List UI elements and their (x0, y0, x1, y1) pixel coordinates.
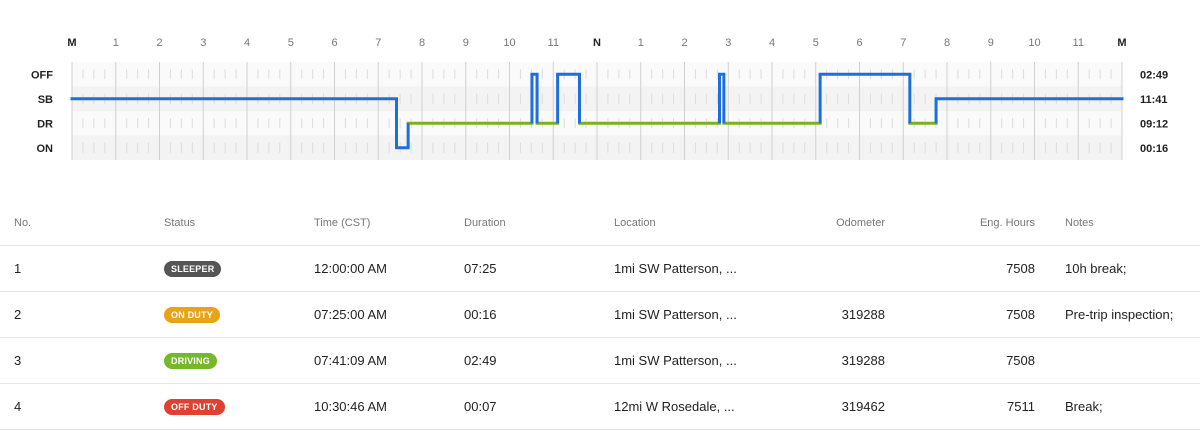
row-odometer: 319288 (841, 307, 885, 322)
status-row-label: DR (37, 118, 53, 130)
row-eng-hours: 7511 (1007, 399, 1035, 414)
hour-label: 11 (548, 37, 559, 49)
hour-label: 11 (1073, 37, 1084, 49)
table-row[interactable]: 3 DRIVING 07:41:09 AM 02:49 1mi SW Patte… (0, 338, 1200, 384)
row-eng-hours: 7508 (1006, 353, 1035, 368)
hour-label: 1 (113, 37, 119, 49)
status-badge: ON DUTY (164, 306, 220, 323)
status-badge: DRIVING (164, 352, 217, 369)
header-eng-hours: Eng. Hours (979, 216, 1035, 229)
row-location[interactable]: 1mi SW Patterson, ... (614, 307, 737, 322)
row-duration: 00:07 (464, 399, 497, 414)
row-no: 1 (14, 261, 22, 276)
status-badge: SLEEPER (164, 260, 222, 277)
row-notes: Pre-trip inspection; (1065, 307, 1174, 322)
hour-label: 9 (988, 37, 994, 49)
row-no: 2 (14, 307, 22, 322)
header-duration: Duration (464, 216, 506, 229)
row-location[interactable]: 12mi W Rosedale, ... (614, 399, 735, 414)
header-notes: Notes (1065, 216, 1094, 229)
row-status-cell: ON DUTY (164, 292, 220, 337)
header-no: No. (14, 216, 32, 229)
hos-graph-svg: M 1 2 3 4 5 6 7 8 9 10 11 N 1 2 3 4 5 6 7 8 9 10 11 M OFF SB DR ON 02… (31, 37, 1168, 160)
header-location: Location (614, 216, 656, 229)
hour-label: 10 (503, 37, 515, 49)
hour-label: 1 (638, 37, 644, 49)
row-eng-hours: 7508 (1006, 307, 1035, 322)
header-time: Time (CST) (314, 216, 371, 229)
hour-label: 6 (856, 37, 862, 49)
table-header: No. Status Time (CST) Duration Location … (0, 200, 1200, 246)
row-time: 07:25:00 AM (314, 307, 387, 322)
status-badge: OFF DUTY (164, 398, 225, 415)
status-total: 02:49 (1140, 69, 1168, 81)
status-total: 00:16 (1140, 143, 1168, 155)
row-time: 10:30:46 AM (314, 399, 387, 414)
hour-label: 3 (725, 37, 731, 49)
table-row[interactable]: 4 OFF DUTY 10:30:46 AM 00:07 12mi W Rose… (0, 384, 1200, 430)
hour-label: 10 (1028, 37, 1040, 49)
hour-label: N (593, 37, 601, 49)
hour-label: 5 (288, 37, 294, 49)
hour-label: 8 (419, 37, 425, 49)
hour-label: 2 (681, 37, 687, 49)
row-time: 07:41:09 AM (314, 353, 387, 368)
row-status-cell: OFF DUTY (164, 384, 225, 429)
hour-label: 6 (331, 37, 337, 49)
row-status-cell: SLEEPER (164, 246, 222, 291)
row-notes: Break; (1065, 399, 1103, 414)
row-duration: 02:49 (464, 353, 497, 368)
hour-label: 5 (813, 37, 819, 49)
status-row-label: SB (38, 94, 53, 106)
row-notes: 10h break; (1065, 261, 1127, 276)
row-eng-hours: 7508 (1006, 261, 1035, 276)
hour-label: 9 (463, 37, 469, 49)
header-odometer: Odometer (836, 216, 885, 229)
status-total: 11:41 (1140, 94, 1168, 106)
hour-label: 3 (200, 37, 206, 49)
hour-label: 2 (156, 37, 162, 49)
hour-label: 7 (375, 37, 381, 49)
row-status-cell: DRIVING (164, 338, 217, 383)
hour-label: 4 (244, 37, 250, 49)
header-status: Status (164, 216, 196, 229)
hour-label: M (67, 37, 76, 49)
status-row-label: ON (37, 143, 54, 155)
row-location[interactable]: 1mi SW Patterson, ... (614, 353, 737, 368)
status-total: 09:12 (1140, 118, 1168, 130)
hour-label: 4 (769, 37, 775, 49)
table-row[interactable]: 1 SLEEPER 12:00:00 AM 07:25 1mi SW Patte… (0, 246, 1200, 292)
row-no: 3 (14, 353, 22, 368)
table-row[interactable]: 2 ON DUTY 07:25:00 AM 00:16 1mi SW Patte… (0, 292, 1200, 338)
row-odometer: 319462 (841, 399, 885, 414)
row-no: 4 (14, 399, 22, 414)
hour-label: 8 (944, 37, 950, 49)
hos-log-graph: M 1 2 3 4 5 6 7 8 9 10 11 N 1 2 3 4 5 6 7 8 9 10 11 M OFF SB DR ON 02… (0, 0, 1200, 175)
row-time: 12:00:00 AM (314, 261, 387, 276)
row-odometer (800, 246, 885, 291)
row-duration: 07:25 (464, 261, 497, 276)
row-location[interactable]: 1mi SW Patterson, ... (614, 261, 737, 276)
hour-label: 7 (900, 37, 906, 49)
hour-label: M (1117, 37, 1126, 49)
row-odometer: 319288 (841, 353, 885, 368)
row-duration: 00:16 (464, 307, 497, 322)
status-row-label: OFF (31, 69, 53, 81)
log-table: No. Status Time (CST) Duration Location … (0, 200, 1200, 430)
